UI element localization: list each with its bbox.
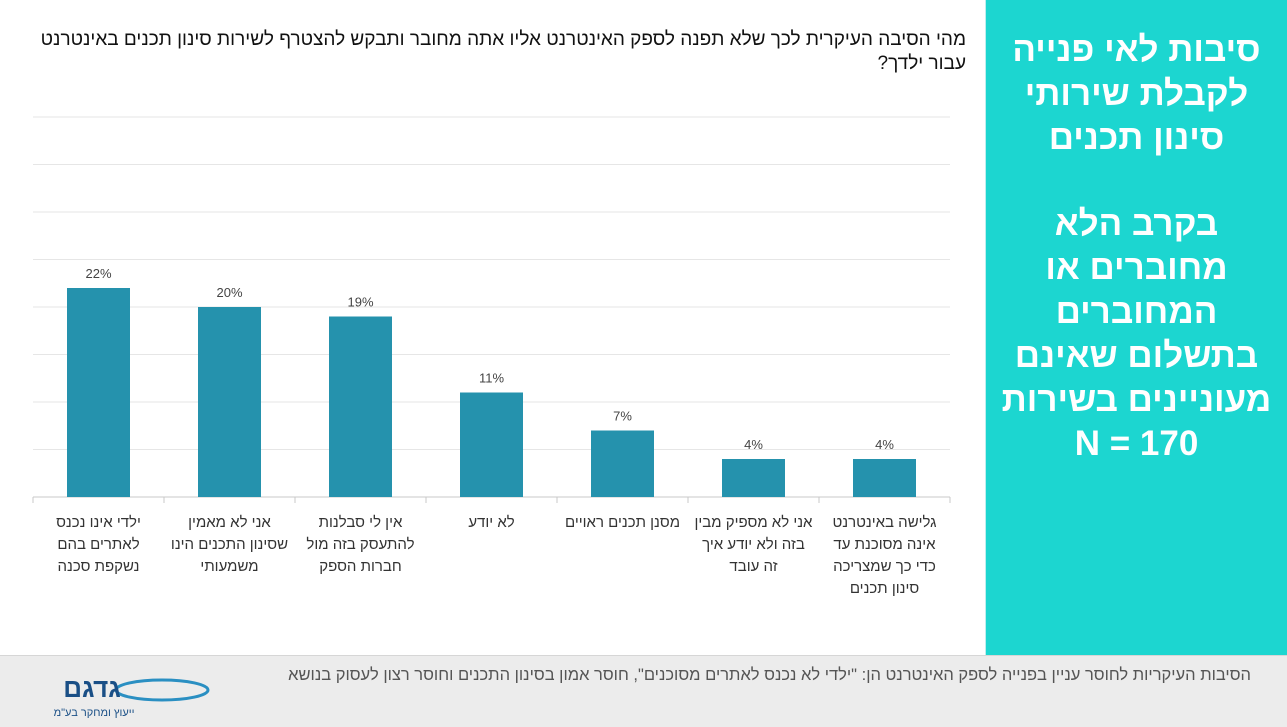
footer: גדגם ייעוץ ומחקר בע"מ הסיבות העיקריות לח… [0,655,1287,727]
side-subtitle-line: המחוברים [1055,292,1218,331]
bar-value-label: 4% [744,437,763,452]
side-subtitle-line: בתשלום שאינם [1014,336,1259,375]
category-label-line: סינון תכנים [850,580,920,597]
bar [460,392,523,497]
category-label-line: להתעסק בזה מול [306,536,414,553]
bar-value-label: 7% [613,409,632,424]
side-panel-title: סיבות לאי פנייה לקבלת שירותי סינון תכנים [986,28,1287,160]
bar-value-label: 4% [875,437,894,452]
side-subtitle-line: מחוברים או [1045,248,1228,287]
category-label: ילדי אינו נכנס לאתרים בהם נשקפת סכנה [56,514,141,575]
category-label-line: שסינון התכנים הינו [171,536,288,553]
bar [591,430,654,497]
category-label: מסנן תכנים ראויים [565,514,680,531]
category-label-line: אני לא מספיק מבין [695,514,814,531]
side-subtitle-line: מעוניינים בשירות [1001,380,1272,419]
side-panel: סיבות לאי פנייה לקבלת שירותי סינון תכנים… [985,0,1287,655]
category-label-line: משמעותי [200,558,258,575]
category-label-line: לא יודע [468,514,514,531]
company-logo: גדגם ייעוץ ומחקר בע"מ [54,673,210,719]
category-label-line: בזה ולא יודע איך [702,536,805,553]
side-title-line: סינון תכנים [1048,118,1225,157]
bar-value-label: 22% [85,266,111,281]
category-label: לא יודע [468,514,514,531]
logo-tagline: ייעוץ ומחקר בע"מ [54,707,135,719]
bar-value-label: 19% [347,295,373,310]
category-label: אין לי סבלנות להתעסק בזה מול חברות הספק [306,514,414,575]
bar [329,316,392,497]
category-label: אני לא מאמין שסינון התכנים הינו משמעותי [171,514,288,575]
logo-swoosh-icon [114,678,210,702]
footer-summary: הסיבות העיקריות לחוסר עניין בפנייה לספק … [288,666,1251,684]
sample-size: N = 170 [1074,424,1199,463]
category-label-line: נשקפת סכנה [58,558,140,575]
bar [722,459,785,497]
category-label-line: ילדי אינו נכנס [56,514,141,531]
category-label: אני לא מספיק מבין בזה ולא יודע איך זה עובד [695,514,814,575]
category-label-line: גלישה באינטרנט [832,514,936,531]
category-label-line: אני לא מאמין [188,514,271,531]
side-title-line: לקבלת שירותי [1024,74,1249,113]
side-panel-subtitle: בקרב הלא מחוברים או המחוברים בתשלום שאינ… [986,202,1287,466]
bar-value-label: 20% [216,285,242,300]
category-label-line: לאתרים בהם [57,536,139,553]
bar-chart: 22% ילדי אינו נכנס לאתרים בהם נשקפת סכנה 20%… [32,116,951,597]
category-label-line: אין לי סבלנות [319,514,403,531]
logo-text: גדגם [63,673,120,703]
bar [853,459,916,497]
category-label-line: חברות הספק [319,558,401,575]
bar-value-label: 11% [479,371,504,386]
bar [67,288,130,497]
category-label-line: מסנן תכנים ראויים [565,514,680,531]
category-label-line: כדי כך שמצריכה [833,558,936,575]
side-subtitle-line: בקרב הלא [1054,204,1219,243]
side-title-line: סיבות לאי פנייה [1012,30,1261,69]
category-label-line: אינה מסוכנת עד [833,536,936,553]
category-label-line: זה עובד [729,558,777,575]
category-label: גלישה באינטרנט אינה מסוכנת עד כדי כך שמצרי… [832,514,936,597]
survey-question: מהי הסיבה העיקרית לכך שלא תפנה לספק האינ… [40,29,966,74]
bar [198,307,261,497]
